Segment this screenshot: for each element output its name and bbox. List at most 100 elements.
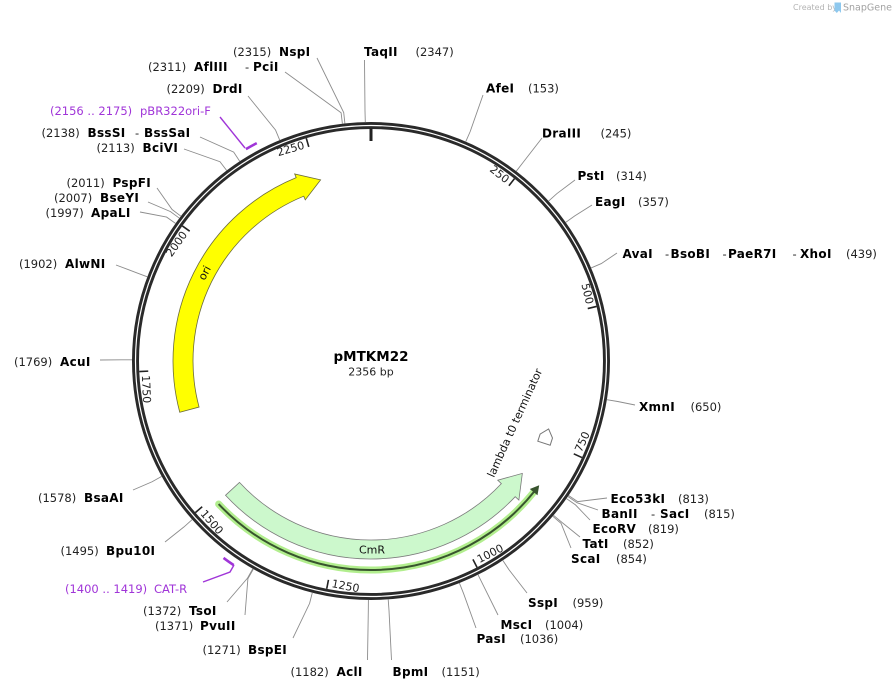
name-separator: - [651,507,655,521]
backbone-gap [134,124,608,598]
enzyme-name[interactable]: BciVI [143,141,179,155]
backbone-ring[interactable] [132,122,610,600]
enzyme-name[interactable]: TaqII [364,45,398,59]
enzyme-name[interactable]: ApaLI [91,206,131,220]
primer-binding-site[interactable] [245,141,258,151]
enzyme-name[interactable]: PvuII [200,619,236,633]
orf-line[interactable] [217,490,536,571]
enzyme-name[interactable]: AvaI [623,247,653,261]
enzyme-name[interactable]: AlwNI [65,257,106,271]
cmr-label[interactable]: CmR [359,544,385,557]
leader-line [458,582,477,629]
enzyme-name[interactable]: Bpu10I [106,544,155,558]
enzyme-site-xmni[interactable]: XmnI (650) [606,399,722,414]
enzyme-site-banii-saci[interactable]: BanII - SacI (815) [567,496,735,522]
enzyme-name[interactable]: AclI [337,665,363,679]
name-separator: - [723,247,727,261]
leader-line [548,179,576,202]
primer-cat-r[interactable]: (1400 .. 1419) CAT-R [65,556,235,596]
enzyme-name[interactable]: XhoI [800,247,832,261]
enzyme-name[interactable]: PspFI [113,176,151,190]
terminator-icon[interactable] [537,427,555,446]
enzyme-site-bspei[interactable]: (1271) BspEI [203,592,313,657]
enzyme-name[interactable]: BssSI [88,126,126,140]
leader-line [292,592,313,639]
enzyme-name[interactable]: SacI [660,507,690,521]
enzyme-name[interactable]: PaeR7I [728,247,777,261]
enzyme-site-draiii[interactable]: DraIII (245) [515,127,631,172]
enzyme-name[interactable]: DraIII [542,127,581,141]
primer-binding-site[interactable] [222,556,235,567]
enzyme-site-scai[interactable]: ScaI (854) [552,515,647,566]
enzyme-site-afliii-pcii[interactable]: (2311) AflIII - PciI [148,60,343,124]
ori-arrow[interactable] [172,173,322,413]
enzyme-site-acli[interactable]: (1182) AclI [291,599,369,679]
enzyme-site-drdi[interactable]: (2209) DrdI [167,82,281,141]
enzyme-site-alwni[interactable]: (1902) AlwNI [19,257,148,278]
enzyme-name[interactable]: TatI [583,537,609,551]
enzyme-site-sspi[interactable]: SspI (959) [502,560,604,610]
enzyme-name[interactable]: PstI [578,169,605,183]
enzyme-name[interactable]: BpmI [393,665,429,679]
enzyme-site-pvuii[interactable]: (1371) PvuII [155,568,254,633]
enzyme-name[interactable]: BseYI [100,191,139,205]
enzyme-site-ecorv[interactable]: EcoRV (819) [566,498,679,536]
enzyme-site-bseyi[interactable]: (2007) BseYI [54,191,180,219]
terminator-label[interactable]: lambda t0 terminator [485,366,546,479]
enzyme-site-apali[interactable]: (1997) ApaLI [46,206,176,224]
enzyme-name[interactable]: BsaAI [84,491,124,505]
enzyme-name[interactable]: NspI [279,45,310,59]
enzyme-site-tati[interactable]: TatI (852) [553,514,654,551]
enzyme-site-afei[interactable]: AfeI (153) [465,82,559,142]
enzyme-site-eagi[interactable]: EagI (357) [565,195,669,223]
enzyme-name[interactable]: PciI [253,60,279,74]
enzyme-name[interactable]: EcoRV [593,522,637,536]
cmr-arrow[interactable] [224,472,523,560]
enzyme-name[interactable]: AflIII [194,60,228,74]
feature-lambda-t0-terminator[interactable]: lambda t0 terminator [485,366,555,479]
enzyme-site-bsaai[interactable]: (1578) BsaAI [38,476,162,505]
feature-ori[interactable]: ori [172,173,322,413]
feature-cmr[interactable]: CmR [224,472,523,560]
leader-line [465,94,484,142]
enzyme-name[interactable]: Eco53kI [611,492,666,506]
enzyme-site-acui[interactable]: (1769) AcuI [14,355,132,369]
enzyme-name[interactable]: TsoI [189,604,217,618]
cut-position: (854) [616,552,647,566]
primer-name[interactable]: pBR322ori-F [140,104,211,118]
enzyme-site-bcivi[interactable]: (2113) BciVI [97,141,228,171]
enzyme-site-nspi[interactable]: (2315) NspI [233,45,346,124]
enzyme-name[interactable]: BsoBI [671,247,711,261]
enzyme-site-psti[interactable]: PstI (314) [548,169,647,202]
enzyme-name[interactable]: DrdI [213,82,243,96]
enzyme-name[interactable]: BspEI [248,643,287,657]
enzyme-site-tsoi[interactable]: (1372) TsoI [143,568,254,618]
enzyme-name[interactable]: XmnI [639,400,675,414]
enzyme-site-avai-bsobi-paer7i-xhoi[interactable]: AvaI - BsoBI - PaeR7I - XhoI (439) [590,247,877,269]
enzyme-site-bsssi-bsssai[interactable]: (2138) BssSI - BssSaI [42,126,241,162]
enzyme-name[interactable]: AcuI [60,355,91,369]
enzyme-name[interactable]: AfeI [486,82,514,96]
enzyme-site-bpmi[interactable]: BpmI (1151) [387,599,480,679]
enzyme-site-msci[interactable]: MscI (1004) [477,574,583,632]
leader-line [244,568,254,616]
primer-name[interactable]: CAT-R [154,582,187,596]
enzyme-site-taqii[interactable]: TaqII (2347) [364,45,454,123]
primer-pbr322ori-f[interactable]: (2156 .. 2175) pBR322ori-F [50,104,258,151]
ori-label[interactable]: ori [196,264,214,283]
leader-line [132,476,162,491]
enzyme-site-pspfi[interactable]: (2011) PspFI [67,176,182,217]
enzyme-name[interactable]: PasI [477,632,506,646]
enzyme-name[interactable]: MscI [501,618,533,632]
cut-position: (852) [623,537,654,551]
enzyme-name[interactable]: BanII [602,507,638,521]
enzyme-name[interactable]: ScaI [571,552,601,566]
enzyme-name[interactable]: BssSaI [144,126,190,140]
orf-cmr[interactable] [215,485,540,574]
enzyme-site-pasi[interactable]: PasI (1036) [458,582,558,646]
enzyme-name[interactable]: SspI [528,596,558,610]
enzyme-site-bpu10i[interactable]: (1495) Bpu10I [61,519,193,558]
enzyme-site-eco53ki[interactable]: Eco53kI (813) [568,492,709,506]
enzyme-name[interactable]: EagI [595,195,626,209]
